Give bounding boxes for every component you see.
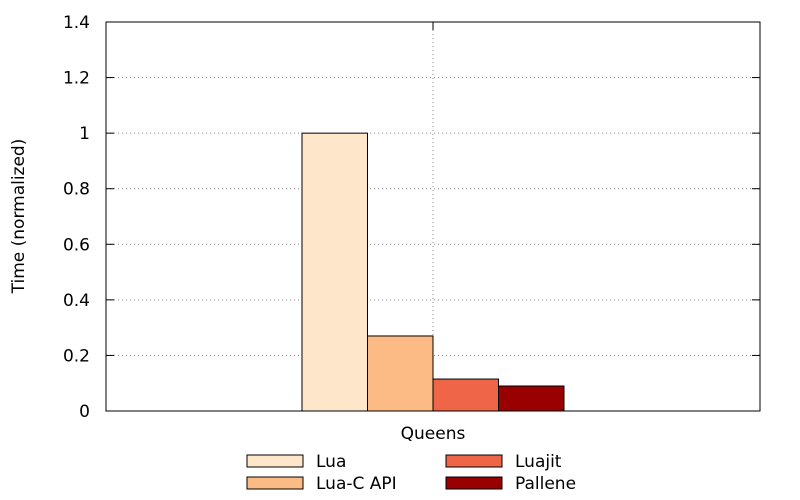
bar-luajit (432, 378, 499, 412)
legend-label: Lua (316, 452, 346, 472)
y-tick-label: 0.4 (63, 291, 90, 311)
y-tick-label: 0.6 (63, 235, 90, 255)
bars (301, 132, 565, 412)
y-axis: 0 0.2 0.4 0.6 0.8 1 1.2 1.4 (63, 13, 760, 422)
y-tick-label: 1.2 (63, 69, 90, 89)
bar-lua (301, 132, 368, 412)
y-tick-label: 0.8 (63, 180, 90, 200)
legend-label: Pallene (515, 474, 576, 494)
legend-label: Lua-C API (316, 474, 397, 494)
legend-item: Lua (246, 452, 346, 472)
x-axis: Queens (401, 22, 466, 444)
y-tick-label: 1 (79, 124, 90, 144)
legend-swatch (246, 476, 304, 490)
legend-label: Luajit (515, 452, 562, 472)
bar-pallene (498, 385, 565, 412)
bar-lua-c-api (367, 335, 434, 412)
legend-item: Lua-C API (246, 474, 397, 494)
legend-swatch (445, 476, 503, 490)
y-axis-label: Time (normalized) (9, 139, 29, 295)
legend-swatch (246, 454, 304, 468)
legend-swatch (445, 454, 503, 468)
x-tick-label: Queens (401, 424, 466, 444)
legend-item: Pallene (445, 474, 576, 494)
y-tick-label: 1.4 (63, 13, 90, 33)
y-tick-label: 0.2 (63, 346, 90, 366)
legend-item: Luajit (445, 452, 562, 472)
y-tick-label: 0 (79, 402, 90, 422)
